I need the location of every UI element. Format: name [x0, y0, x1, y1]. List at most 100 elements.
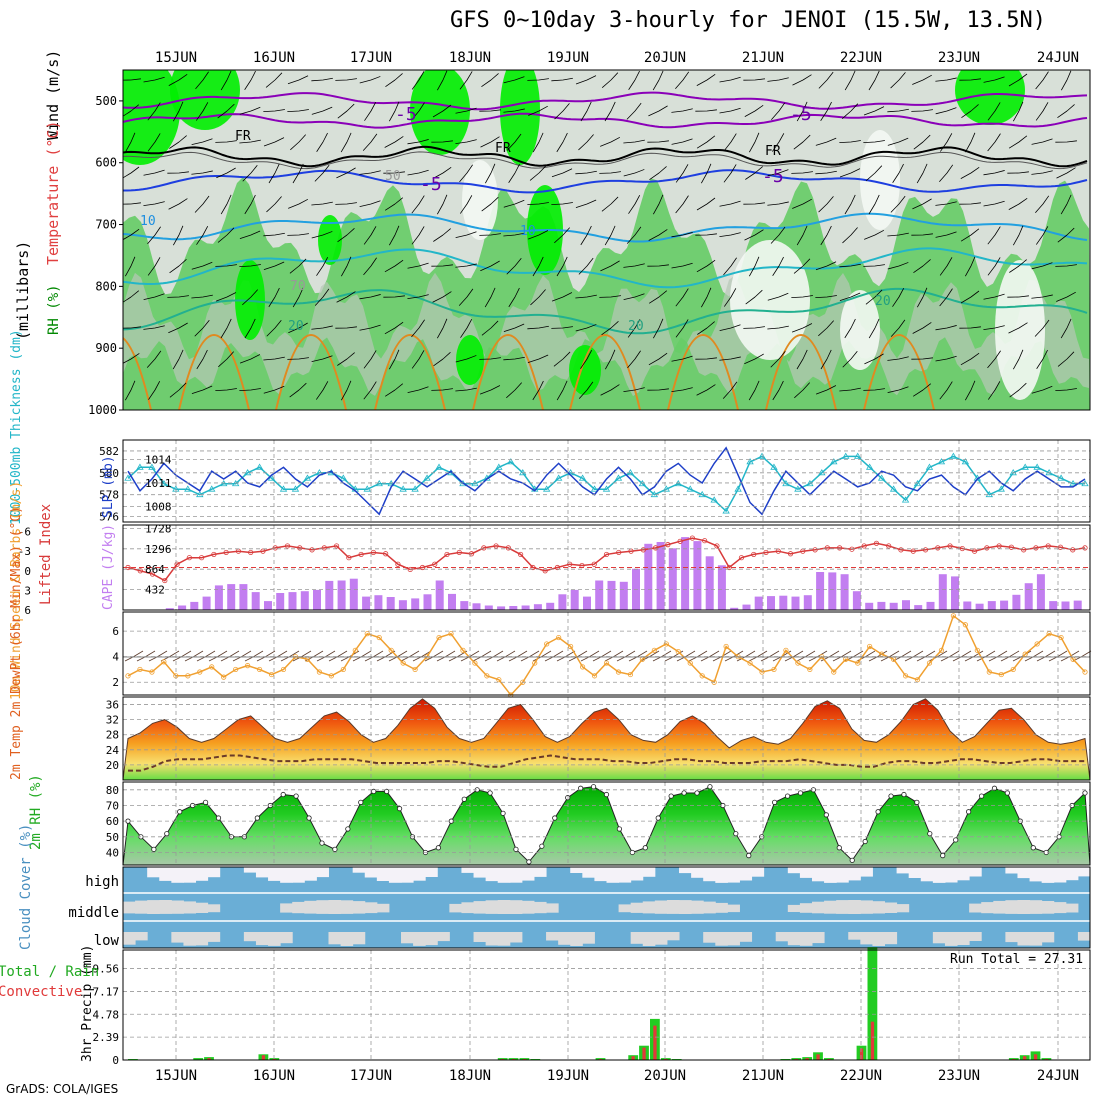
- thickness-point: [877, 474, 886, 481]
- contour-20: [123, 287, 1088, 335]
- rh-high-blob: [955, 70, 1025, 125]
- cloud-low-gap: [775, 932, 789, 942]
- thickness-tick-label: 576: [99, 511, 119, 524]
- rh2m-point: [694, 790, 700, 796]
- cloud-low-gap: [715, 932, 728, 946]
- panel-slp-bg: [123, 440, 1090, 522]
- wind-barb: [987, 102, 1001, 121]
- wind-barb: [911, 109, 933, 112]
- lifted-index-point: [137, 568, 143, 574]
- wind-speed-point: [998, 671, 1004, 678]
- wind-speed-point: [125, 673, 131, 679]
- precip-tick-label: 0: [112, 1054, 119, 1067]
- wind-barb: [604, 225, 616, 246]
- rh-dry-area: [840, 290, 880, 370]
- cape-bar: [239, 584, 248, 610]
- wind-barb: [506, 257, 522, 275]
- precip-tick-label: 2.39: [93, 1031, 120, 1044]
- cloud-low-gap: [787, 932, 801, 946]
- precip-conv-bar: [631, 1056, 635, 1060]
- cape-bar: [705, 556, 714, 610]
- wind-barb: [195, 71, 209, 90]
- wind-barb: [551, 202, 573, 206]
- cloud-low-gap: [340, 932, 354, 946]
- wind-barb: [407, 294, 429, 300]
- lifted-index-point: [922, 547, 929, 553]
- wind-barb: [839, 140, 861, 144]
- wind-barb: [195, 102, 209, 121]
- rh2m-point: [552, 815, 558, 821]
- wind-barb-10m: [520, 650, 540, 662]
- wind-barb: [864, 353, 884, 365]
- wind-barb: [311, 325, 333, 330]
- wind-barb: [527, 354, 549, 363]
- wind-tick-label: 6: [112, 625, 119, 638]
- wind-barb: [364, 101, 377, 121]
- wind-barb: [503, 356, 525, 361]
- wind-barb: [383, 295, 405, 298]
- wind-barb: [244, 318, 256, 339]
- wind-barb: [1008, 135, 1028, 149]
- contour-30: [123, 336, 152, 410]
- contour-minus5-lower: [123, 112, 1088, 129]
- wind-barb: [987, 133, 1001, 152]
- cloud-high-gap: [896, 867, 910, 874]
- wind-barb: [719, 232, 741, 238]
- wind-barb: [407, 262, 429, 269]
- wind-speed-point: [556, 634, 562, 641]
- cloud-high-gap: [739, 867, 753, 881]
- cloud-mid-gap: [533, 901, 547, 914]
- wind-barb: [839, 168, 861, 178]
- lifted-index-point: [1021, 547, 1027, 553]
- contour-30: [667, 334, 739, 410]
- rh2m-tick-label: 80: [106, 784, 119, 797]
- cape-bar: [1073, 600, 1082, 610]
- lifted-index-point: [444, 551, 450, 558]
- wind-barb: [551, 168, 573, 178]
- cape-bar: [803, 595, 812, 610]
- wind-barb: [696, 197, 716, 211]
- contour-30: [472, 334, 544, 410]
- contour-label: FR: [235, 129, 251, 144]
- precip-tick-label: 9.56: [93, 963, 120, 976]
- cape-bar: [951, 576, 959, 610]
- wind-barb-10m: [208, 650, 228, 662]
- wind-speed-point: [149, 669, 155, 675]
- cloud-high-gap: [848, 867, 861, 881]
- wind-barb: [623, 169, 645, 177]
- wind-barb: [599, 295, 621, 298]
- precip-conv-bar: [870, 1021, 875, 1060]
- wind-barb: [335, 326, 357, 329]
- thickness-point: [662, 485, 671, 492]
- cape-bar: [1061, 601, 1070, 610]
- wind-barb: [844, 194, 856, 215]
- wind-barb: [911, 233, 933, 236]
- wind-barb: [503, 76, 525, 84]
- thickness-point: [184, 485, 192, 492]
- wind-barb: [912, 322, 932, 334]
- wind-barb: [697, 321, 715, 335]
- rh-high-blob: [569, 345, 601, 395]
- wind-barb-10m: [508, 650, 528, 662]
- wind-barb: [744, 353, 764, 365]
- rh2m-point: [991, 785, 998, 791]
- wind-barb: [771, 102, 786, 121]
- wind-barb: [652, 194, 664, 215]
- wind-barb: [123, 353, 140, 365]
- wind-barb: [436, 70, 448, 91]
- wind-speed-point: [591, 673, 598, 679]
- cape-bar: [644, 543, 653, 610]
- cloud-mid-gap: [836, 900, 849, 914]
- wind-barb: [791, 295, 813, 299]
- wind-barb: [363, 381, 377, 400]
- wind-barb: [311, 106, 333, 115]
- thickness-point: [997, 485, 1005, 492]
- cape-bar: [975, 603, 984, 610]
- cape-tick-label: 1296: [145, 543, 172, 556]
- wind-speed-point: [938, 647, 945, 653]
- cape-label: CAPE (J/kg): [101, 524, 116, 610]
- thickness-point: [602, 485, 611, 492]
- cloud-high-gap: [1029, 867, 1043, 882]
- li-tick-label: 3: [24, 584, 31, 597]
- li-tick-label: 6: [24, 604, 31, 617]
